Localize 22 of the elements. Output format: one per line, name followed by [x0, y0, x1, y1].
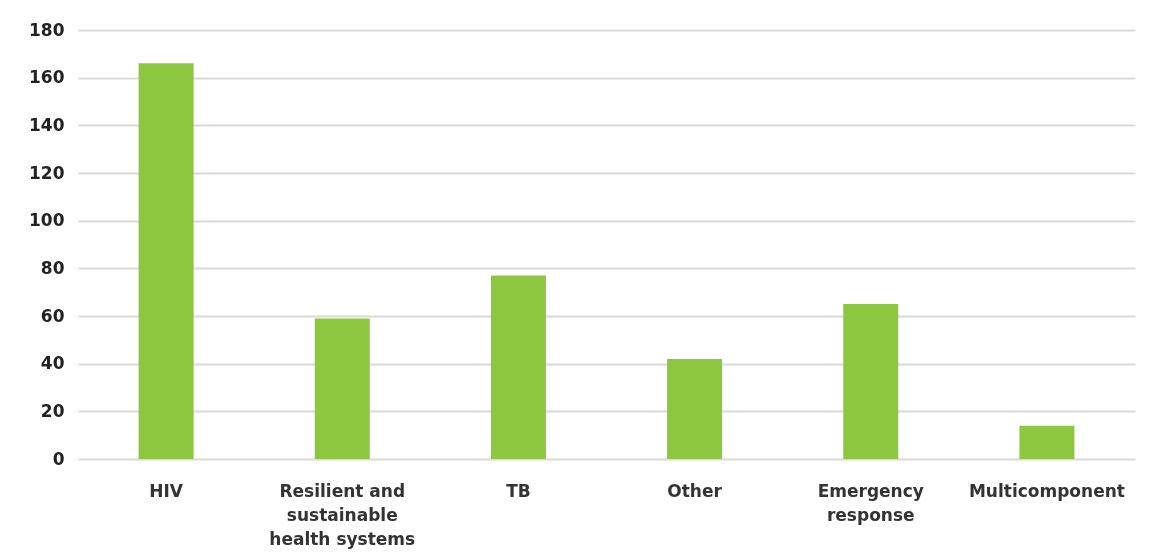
- y-tick-label: 180: [29, 19, 65, 40]
- bar: [138, 63, 194, 459]
- bar: [667, 358, 723, 459]
- y-tick-label: 60: [40, 305, 65, 326]
- y-tick-label: 20: [40, 400, 65, 421]
- y-tick-label: 160: [29, 67, 65, 88]
- x-tick-label: Emergency response: [817, 480, 924, 525]
- x-tick-label: HIV: [149, 480, 184, 501]
- bar: [314, 318, 370, 459]
- bar: [1019, 425, 1075, 459]
- y-tick-label: 100: [29, 210, 65, 231]
- y-tick-label: 80: [40, 257, 65, 278]
- x-tick-label: Multicomponent: [968, 480, 1125, 501]
- bar: [490, 275, 546, 459]
- y-tick-label: 40: [40, 353, 65, 374]
- x-tick-label: Other: [667, 480, 723, 501]
- x-tick-label: Resilient and sustainable health systems: [269, 480, 416, 549]
- bar: [843, 304, 899, 459]
- y-tick-label: 120: [29, 162, 65, 183]
- x-tick-label: TB: [506, 480, 531, 501]
- y-tick-label: 0: [52, 448, 65, 469]
- y-tick-label: 140: [29, 114, 65, 135]
